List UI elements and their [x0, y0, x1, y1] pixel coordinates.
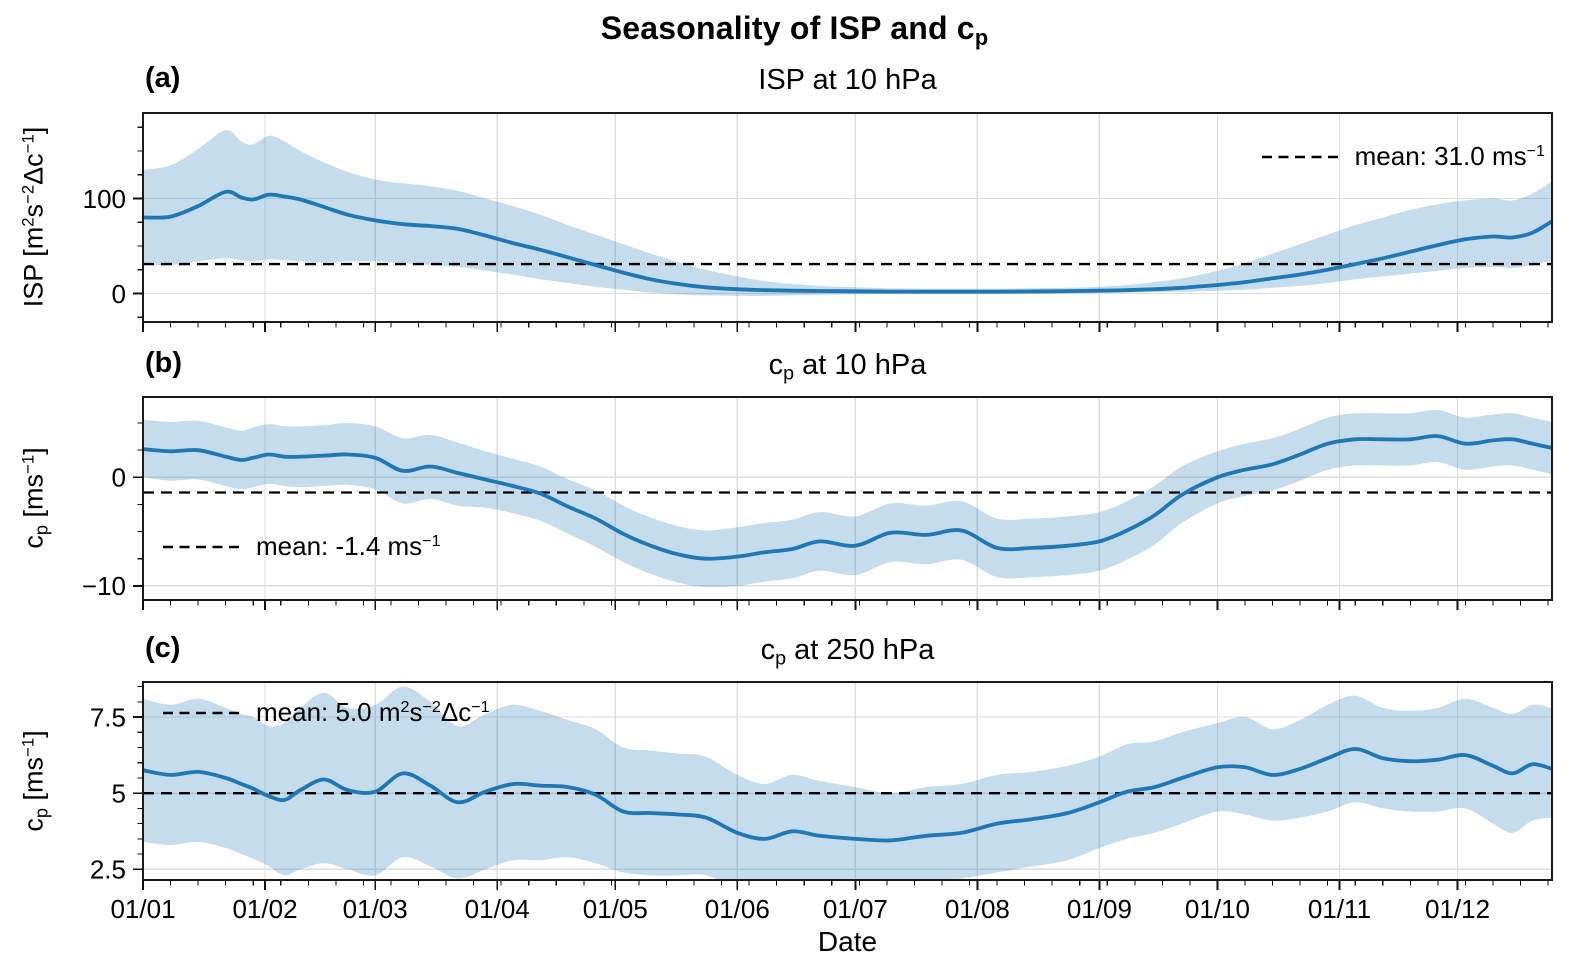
text-fragment: p — [775, 647, 787, 670]
text-fragment: mean: 31.0 ms — [1354, 141, 1527, 171]
x-tick-label: 01/11 — [1308, 894, 1371, 924]
axes-spines — [141, 111, 1554, 324]
text-fragment: ISP [m — [18, 226, 49, 308]
axes-spines — [141, 395, 1554, 602]
panel-b-legend: mean: -1.4 ms−1 — [163, 531, 441, 562]
panel-a-y-axis-label: ISP [m2s−2Δc−1] — [18, 126, 50, 308]
panel-c-chart: 7.552.501/01 01/02 01/03 01/04 01/05 01/06 01/… — [90, 680, 1554, 924]
series-line — [143, 434, 1552, 561]
text-fragment: p — [30, 524, 52, 536]
text-fragment: −1 — [18, 134, 38, 154]
text-fragment: mean: -1.4 ms — [256, 531, 423, 561]
text-fragment: c — [760, 634, 776, 666]
text-fragment: ] — [18, 447, 49, 455]
text-fragment: Δc — [18, 153, 49, 185]
text-fragment: [ms — [18, 756, 49, 808]
panel-b-title: cp at 10 hPa — [143, 349, 1552, 385]
text-fragment: −2 — [18, 184, 38, 204]
text-fragment: p — [30, 807, 52, 819]
panel-b-label: (b) — [145, 347, 183, 379]
text-fragment: mean: 5.0 m — [256, 697, 401, 727]
panel-a-legend-text: mean: 31.0 ms−1 — [1355, 141, 1545, 172]
panel-a-plot-area: 100 0 — [83, 111, 1554, 332]
x-tick-label: 01/06 — [705, 894, 770, 924]
panel-c-label: (c) — [145, 632, 181, 664]
uncertainty-band — [143, 409, 1552, 588]
x-tick-label: 01/04 — [465, 894, 530, 924]
tick-marks — [133, 126, 1549, 332]
uncertainty-band — [143, 686, 1552, 880]
panel-a-title: ISP at 10 hPa — [143, 64, 1552, 97]
y-tick-label: 0 — [112, 463, 126, 493]
text-fragment: 2 — [400, 698, 410, 717]
panel-c-legend-text: mean: 5.0 m2s−2Δc−1 — [256, 697, 490, 728]
x-tick-label: 01/03 — [343, 894, 408, 924]
text-fragment: Δc — [440, 697, 472, 727]
uncertainty-band — [143, 129, 1552, 296]
panel-c-plot-area: 7.5 5 2.5 01/01 01/02 01/03 01/04 01/05 01/06 01/… — [90, 680, 1554, 924]
y-tick-label: 5 — [112, 779, 126, 809]
text-fragment: −1 — [1526, 142, 1545, 161]
x-tick-label: 01/08 — [945, 894, 1010, 924]
text-fragment: p — [783, 362, 795, 385]
y-tick-label: 2.5 — [90, 855, 126, 885]
gridlines — [143, 113, 1552, 322]
y-tick-label: 100 — [83, 184, 126, 214]
gridlines — [143, 397, 1552, 600]
panel-a-legend: mean: 31.0 ms−1 — [1261, 141, 1545, 172]
y-tick-labels: 100 0 — [83, 184, 126, 309]
panel-b-legend-text: mean: -1.4 ms−1 — [256, 531, 441, 562]
y-tick-labels: 7.5 5 2.5 — [90, 702, 126, 884]
x-tick-label: 01/05 — [583, 894, 648, 924]
text-fragment: at 250 hPa — [786, 634, 935, 666]
x-tick-label: 01/02 — [232, 894, 297, 924]
text-fragment: ISP at 10 hPa — [758, 64, 937, 96]
panel-c-y-axis-label: cp [ms−1] — [18, 730, 52, 832]
panel-a-label: (a) — [145, 62, 181, 94]
tick-marks — [133, 686, 1549, 890]
text-fragment: p — [974, 25, 989, 51]
x-tick-label: 01/09 — [1067, 894, 1132, 924]
text-fragment: s — [409, 697, 423, 727]
panel-b-chart: 0 −10 — [82, 395, 1554, 610]
x-tick-label: 01/12 — [1425, 894, 1490, 924]
panel-a-chart: 100 0 — [83, 111, 1554, 332]
y-tick-label: 7.5 — [90, 702, 126, 732]
y-tick-labels: 0 −10 — [82, 463, 126, 602]
dashed-mean-line-sample — [163, 711, 241, 714]
x-tick-labels: 01/01 01/02 01/03 01/04 01/05 01/06 01/07 01/08… — [110, 894, 1490, 924]
dashed-mean-line-sample — [1261, 155, 1340, 158]
text-fragment: c — [18, 535, 49, 549]
panel-b-y-axis-label: cp [ms−1] — [18, 447, 52, 549]
series-line — [143, 189, 1552, 294]
text-fragment: −1 — [422, 532, 441, 551]
panel-c-title: cp at 250 hPa — [143, 634, 1552, 670]
text-fragment: −1 — [18, 454, 38, 474]
dashed-mean-line-sample — [163, 545, 241, 548]
x-axis-label: Date — [817, 926, 878, 957]
text-fragment: ] — [18, 730, 49, 738]
x-tick-label: 01/07 — [823, 894, 888, 924]
text-fragment: −1 — [18, 737, 38, 757]
x-tick-label: 01/10 — [1185, 894, 1250, 924]
y-tick-label: 0 — [112, 279, 126, 309]
text-fragment: s — [18, 203, 49, 218]
axes-spines — [141, 680, 1554, 882]
panel-c-legend: mean: 5.0 m2s−2Δc−1 — [163, 697, 490, 728]
panel-b-plot-area: 0 −10 — [82, 395, 1554, 610]
text-fragment: c — [768, 349, 784, 381]
tick-marks — [133, 422, 1549, 610]
text-fragment: c — [18, 818, 49, 832]
y-tick-label: −10 — [82, 571, 126, 601]
text-fragment: −1 — [471, 698, 490, 717]
text-fragment: −2 — [422, 698, 441, 717]
text-fragment: 2 — [18, 217, 38, 227]
text-fragment: Seasonality of ISP and c — [600, 10, 975, 46]
text-fragment: at 10 hPa — [794, 349, 927, 381]
figure-title: Seasonality of ISP and cp — [0, 10, 1589, 51]
series-line — [143, 747, 1552, 843]
text-fragment: ] — [18, 126, 49, 135]
x-tick-label: 01/01 — [110, 894, 175, 924]
text-fragment: [ms — [18, 473, 49, 525]
